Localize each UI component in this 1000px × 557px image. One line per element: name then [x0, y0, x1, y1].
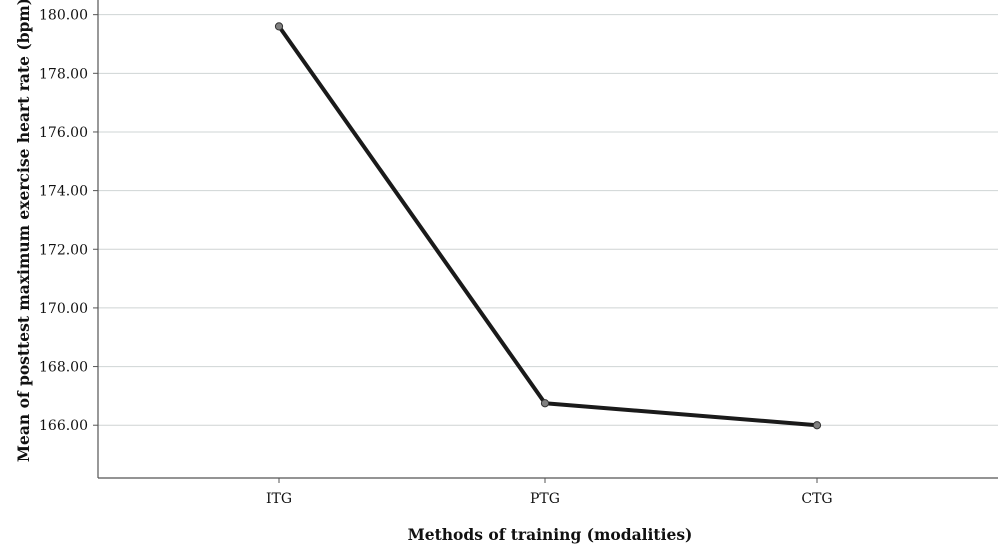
y-tick-label: 174.00 [39, 184, 88, 200]
data-point-itg [274, 22, 284, 31]
y-tick-label: 172.00 [39, 242, 88, 258]
data-point-ptg [540, 399, 550, 408]
y-axis-title: Mean of posttest maximum exercise heart … [14, 0, 33, 462]
data-point-ctg [812, 421, 822, 430]
y-tick-label: 170.00 [39, 301, 88, 317]
y-tick-label: 168.00 [39, 360, 88, 376]
x-tick-label: ITG [266, 491, 292, 507]
x-tick-labels: ITG PTG CTG [266, 478, 833, 507]
x-tick-label: CTG [801, 491, 832, 507]
y-tick-label: 178.00 [39, 66, 88, 82]
axes [97, 0, 998, 479]
x-tick-label: PTG [530, 491, 560, 507]
y-tick-label: 166.00 [39, 418, 88, 434]
gridlines [93, 14, 998, 426]
y-tick-labels: 166.00 168.00 170.00 172.00 174.00 176.00 178.… [39, 8, 88, 435]
y-tick-label: 180.00 [39, 8, 88, 24]
series [274, 22, 822, 430]
series-line-0 [277, 24, 819, 428]
y-tick-label: 176.00 [39, 125, 88, 141]
x-axis-title: Methods of training (modalities) [408, 525, 693, 544]
